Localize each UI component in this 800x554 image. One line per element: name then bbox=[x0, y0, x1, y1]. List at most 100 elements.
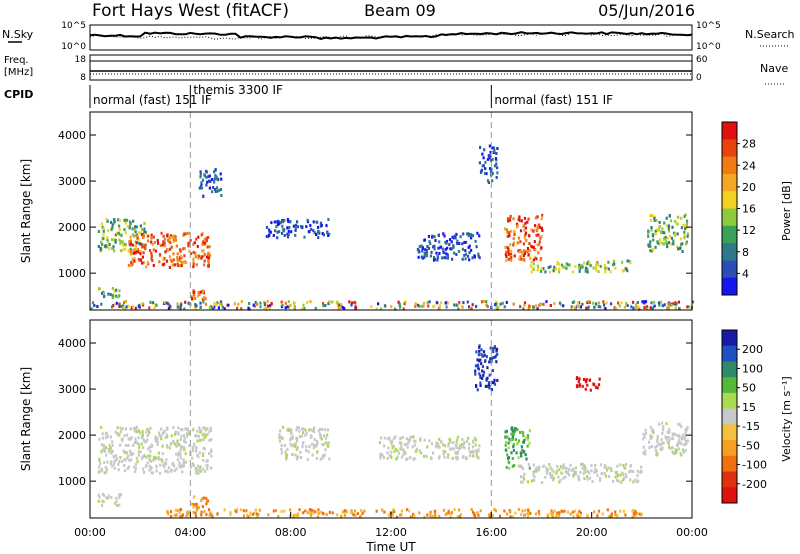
scatter-cell bbox=[309, 428, 312, 431]
scatter-cell bbox=[213, 170, 216, 174]
scatter-cell bbox=[117, 468, 120, 472]
scatter-cell bbox=[180, 514, 183, 518]
scatter-cell bbox=[551, 478, 555, 482]
scatter-cell bbox=[269, 304, 272, 308]
scatter-cell bbox=[461, 305, 464, 309]
scatter-cell bbox=[506, 235, 509, 238]
scatter-cell bbox=[98, 469, 101, 473]
scatter-cell bbox=[129, 252, 133, 256]
xtick-label: 20:00 bbox=[576, 526, 608, 539]
scatter-cell bbox=[520, 454, 523, 458]
scatter-cell bbox=[671, 433, 674, 437]
scatter-cell bbox=[562, 466, 565, 469]
scatter-cell bbox=[113, 289, 116, 293]
scatter-cell bbox=[609, 514, 612, 518]
scatter-cell bbox=[528, 242, 531, 245]
scatter-cell bbox=[111, 287, 114, 290]
scatter-cell bbox=[599, 463, 603, 467]
scatter-cell bbox=[518, 215, 521, 219]
scatter-cell bbox=[301, 445, 304, 449]
scatter-cell bbox=[550, 509, 553, 513]
scatter-cell bbox=[194, 303, 197, 306]
scatter-cell bbox=[425, 455, 428, 459]
scatter-cell bbox=[597, 301, 601, 305]
scatter-cell bbox=[561, 471, 564, 475]
scatter-cell bbox=[174, 238, 178, 242]
scatter-cell bbox=[340, 514, 343, 518]
scatter-cell bbox=[438, 514, 441, 518]
scatter-cell bbox=[610, 512, 613, 516]
noise-left-label: N.Sky bbox=[2, 28, 34, 41]
scatter-cell bbox=[325, 224, 328, 228]
scatter-cell bbox=[604, 474, 607, 478]
scatter-cell bbox=[468, 258, 471, 262]
scatter-cell bbox=[379, 452, 382, 456]
scatter-cell bbox=[527, 463, 530, 467]
scatter-cell bbox=[379, 307, 383, 311]
scatter-cell bbox=[207, 259, 210, 263]
scatter-cell bbox=[446, 246, 449, 250]
scatter-cell bbox=[175, 467, 178, 471]
scatter-cell bbox=[534, 512, 538, 516]
scatter-cell bbox=[656, 228, 659, 231]
scatter-cell bbox=[114, 238, 117, 242]
scatter-cell bbox=[193, 290, 196, 294]
scatter-cell bbox=[579, 266, 582, 270]
scatter-cell bbox=[118, 218, 121, 222]
scatter-cell bbox=[456, 515, 459, 518]
scatter-cell bbox=[127, 304, 130, 308]
scatter-cell bbox=[446, 456, 449, 459]
scatter-cell bbox=[258, 508, 261, 512]
scatter-cell bbox=[678, 435, 681, 439]
scatter-cell bbox=[155, 303, 158, 307]
scatter-cell bbox=[435, 251, 438, 255]
scatter-cell bbox=[417, 250, 420, 254]
scatter-cell bbox=[173, 442, 177, 446]
scatter-cell bbox=[321, 456, 324, 460]
scatter-cell bbox=[187, 241, 190, 245]
scatter-cell bbox=[177, 453, 180, 457]
scatter-cell bbox=[488, 144, 491, 148]
scatter-cell bbox=[470, 234, 474, 238]
scatter-cell bbox=[143, 470, 146, 474]
scatter-cell bbox=[429, 513, 432, 517]
scatter-cell bbox=[341, 306, 344, 310]
scatter-cell bbox=[654, 232, 657, 236]
scatter-cell bbox=[676, 443, 680, 447]
scatter-cell bbox=[670, 303, 673, 307]
scatter-cell bbox=[114, 430, 117, 434]
scatter-cell bbox=[183, 437, 186, 440]
scatter-cell bbox=[142, 251, 145, 255]
scatter-cell bbox=[178, 464, 181, 468]
scatter-cell bbox=[455, 232, 458, 236]
scatter-cell bbox=[164, 469, 167, 473]
scatter-cell bbox=[644, 449, 647, 453]
scatter-cell bbox=[558, 468, 561, 472]
scatter-cell bbox=[163, 241, 166, 245]
scatter-cell bbox=[477, 449, 480, 453]
scatter-cell bbox=[133, 465, 136, 469]
scatter-cell bbox=[565, 262, 568, 266]
scatter-cell bbox=[486, 376, 489, 380]
scatter-cell bbox=[381, 453, 384, 457]
scatter-cell bbox=[512, 429, 515, 433]
scatter-cell bbox=[312, 220, 315, 224]
scatter-cell bbox=[320, 223, 323, 227]
scatter-cell bbox=[323, 434, 326, 438]
scatter-cell bbox=[671, 450, 674, 454]
scatter-cell bbox=[483, 172, 487, 175]
scatter-cell bbox=[229, 511, 232, 515]
scatter-cell bbox=[203, 237, 206, 241]
scatter-cell bbox=[179, 307, 182, 311]
scatter-cell bbox=[322, 443, 325, 447]
date-title: 05/Jun/2016 bbox=[598, 1, 695, 20]
scatter-cell bbox=[508, 466, 511, 470]
scatter-cell bbox=[184, 440, 187, 444]
scatter-cell bbox=[101, 432, 104, 436]
scatter-cell bbox=[607, 475, 611, 478]
scatter-cell bbox=[306, 511, 309, 515]
scatter-cell bbox=[221, 305, 224, 309]
scatter-cell bbox=[145, 430, 148, 434]
scatter-cell bbox=[448, 438, 451, 442]
scatter-cell bbox=[121, 243, 125, 247]
